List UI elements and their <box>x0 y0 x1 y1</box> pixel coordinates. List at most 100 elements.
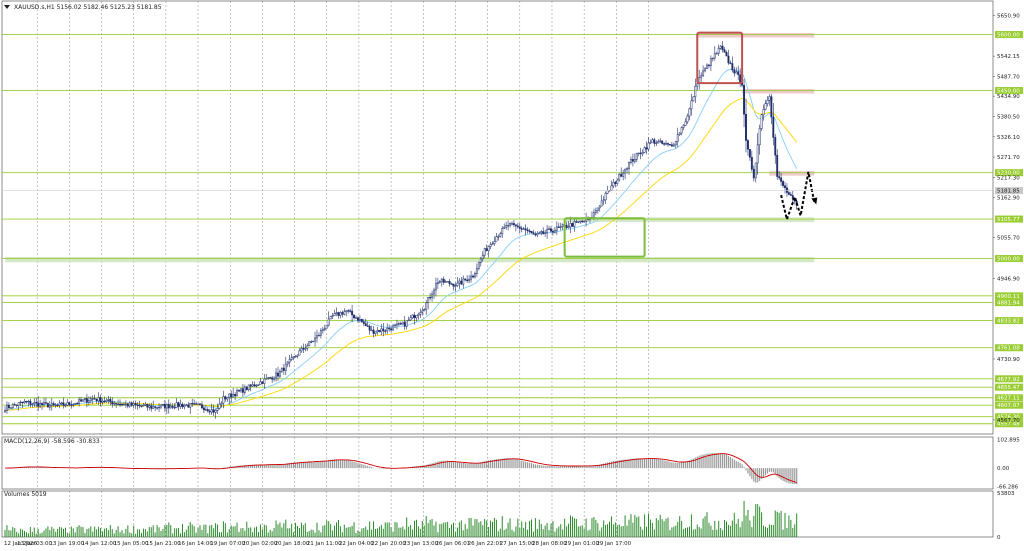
time-tick-label: 12 Jan 2026 <box>4 541 37 547</box>
candle <box>407 316 410 322</box>
level-label: 4881.94 <box>997 301 1020 307</box>
candle <box>458 277 461 290</box>
candle <box>735 67 738 74</box>
candle <box>643 146 646 154</box>
candle <box>454 282 457 292</box>
candle <box>555 221 558 236</box>
candle <box>483 247 486 258</box>
candle <box>708 64 710 69</box>
candle <box>604 191 607 204</box>
candle <box>553 227 556 234</box>
candle <box>85 393 88 408</box>
candle <box>173 403 176 410</box>
candle <box>436 278 439 289</box>
candle <box>187 402 190 408</box>
candle <box>450 282 453 285</box>
macd-frame <box>1 436 994 490</box>
time-tick-label: 13 Jan 19:00 <box>49 541 84 547</box>
candle <box>119 399 121 408</box>
candle <box>66 398 69 407</box>
candle <box>62 397 65 409</box>
candle <box>518 223 521 234</box>
candle <box>528 228 531 234</box>
candle <box>645 141 648 155</box>
price-tick-label: 4946.90 <box>997 276 1020 282</box>
candle <box>750 150 753 172</box>
candle <box>275 368 278 382</box>
annotation-zones <box>5 33 815 263</box>
candle <box>772 102 775 146</box>
symbol-dropdown-icon[interactable] <box>4 5 10 9</box>
candle <box>189 402 192 414</box>
candle <box>754 162 757 183</box>
candle <box>82 399 84 402</box>
level-label: 4833.82 <box>997 319 1020 325</box>
candle <box>355 315 357 319</box>
candle <box>397 321 400 327</box>
candle <box>121 403 123 407</box>
candle <box>665 140 667 146</box>
level-label: 4761.08 <box>997 346 1020 352</box>
candle <box>212 404 215 416</box>
time-tick-label: 15 Jan 21:00 <box>146 541 181 547</box>
candle <box>240 388 242 393</box>
candle <box>101 398 104 405</box>
candle <box>357 316 359 323</box>
candle <box>269 376 272 379</box>
candle <box>142 403 145 407</box>
time-tick-label: 23 Jan 13:00 <box>403 541 438 547</box>
candle <box>417 312 420 320</box>
candle <box>567 221 570 229</box>
candle <box>509 222 512 228</box>
candle <box>99 394 102 407</box>
candle <box>245 386 248 391</box>
candle <box>163 399 166 412</box>
candle <box>15 404 18 408</box>
candle <box>132 400 135 409</box>
candle <box>58 400 61 409</box>
candle <box>216 403 219 415</box>
level-badge <box>995 299 1023 307</box>
candle <box>331 312 334 319</box>
candle <box>594 207 597 216</box>
candle <box>181 402 184 409</box>
macd-signal-line <box>5 453 797 483</box>
level-badge <box>995 317 1023 325</box>
candle <box>579 220 582 224</box>
candle <box>238 388 240 393</box>
candle <box>25 400 28 404</box>
candle <box>388 324 391 332</box>
candle <box>312 340 315 343</box>
candle <box>653 137 656 147</box>
candle <box>78 397 81 407</box>
candle <box>544 229 547 237</box>
candle <box>6 401 8 414</box>
candle <box>503 223 506 230</box>
time-tick-label: 13 Jan 03:00 <box>17 541 52 547</box>
candle <box>162 403 164 407</box>
candle <box>222 390 225 409</box>
candle <box>341 310 344 318</box>
time-tick-label: 26 Jan 06:01 <box>435 541 470 547</box>
candle <box>635 152 638 163</box>
candle <box>700 72 703 82</box>
macd-tick-label: 102.895 <box>997 438 1020 444</box>
candle <box>641 149 644 157</box>
candle <box>758 124 761 155</box>
candle <box>169 402 172 409</box>
candle <box>737 65 740 81</box>
candle <box>600 194 603 207</box>
candle <box>107 395 110 404</box>
candle <box>782 179 784 189</box>
candle <box>561 223 564 230</box>
price-grid <box>1 0 994 538</box>
candle <box>265 374 268 380</box>
candle <box>152 400 155 409</box>
candle <box>546 224 549 239</box>
candle <box>259 377 262 385</box>
candle <box>21 401 24 409</box>
candle <box>464 278 467 282</box>
candle <box>766 96 769 107</box>
candle <box>84 397 86 403</box>
